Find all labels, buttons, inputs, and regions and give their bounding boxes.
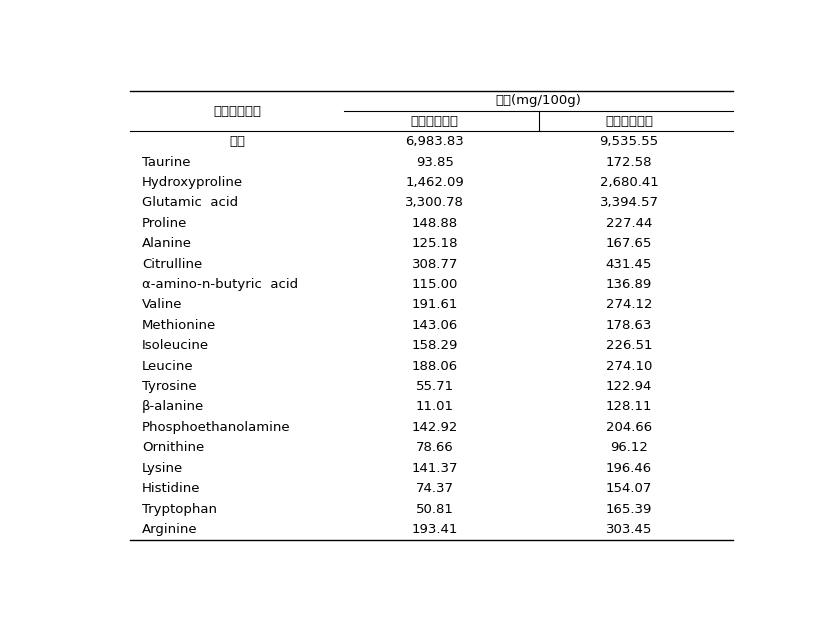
Text: 74.37: 74.37: [415, 482, 454, 495]
Text: Hydroxyproline: Hydroxyproline: [142, 176, 243, 189]
Text: Taurine: Taurine: [142, 155, 191, 168]
Text: 125.18: 125.18: [411, 237, 458, 251]
Text: Proline: Proline: [142, 217, 187, 230]
Text: 6,983.83: 6,983.83: [405, 135, 464, 148]
Text: 188.06: 188.06: [411, 360, 458, 373]
Text: Glutamic  acid: Glutamic acid: [142, 196, 238, 209]
Text: 3,394.57: 3,394.57: [599, 196, 659, 209]
Text: Phosphoethanolamine: Phosphoethanolamine: [142, 421, 291, 434]
Text: 143.06: 143.06: [411, 319, 458, 332]
Text: Ornithine: Ornithine: [142, 441, 204, 454]
Text: 122.94: 122.94: [606, 380, 652, 393]
Text: 78.66: 78.66: [415, 441, 454, 454]
Text: 93.85: 93.85: [415, 155, 454, 168]
Text: Tryptophan: Tryptophan: [142, 502, 217, 516]
Text: 일반멸치액젯: 일반멸치액젯: [410, 115, 459, 128]
Text: 속성멸치액젯: 속성멸치액젯: [605, 115, 653, 128]
Text: 148.88: 148.88: [411, 217, 458, 230]
Text: 9,535.55: 9,535.55: [599, 135, 659, 148]
Text: 227.44: 227.44: [606, 217, 652, 230]
Text: α-amino-n-butyric  acid: α-amino-n-butyric acid: [142, 278, 298, 291]
Text: β-alanine: β-alanine: [142, 400, 204, 413]
Text: 274.10: 274.10: [606, 360, 652, 373]
Text: 158.29: 158.29: [411, 339, 458, 352]
Text: 11.01: 11.01: [415, 400, 454, 413]
Text: 172.58: 172.58: [606, 155, 652, 168]
Text: 167.65: 167.65: [606, 237, 652, 251]
Text: 178.63: 178.63: [606, 319, 652, 332]
Text: 226.51: 226.51: [606, 339, 652, 352]
Text: 142.92: 142.92: [411, 421, 458, 434]
Text: 165.39: 165.39: [606, 502, 652, 516]
Text: 204.66: 204.66: [606, 421, 652, 434]
Text: 196.46: 196.46: [606, 462, 652, 474]
Text: 308.77: 308.77: [411, 258, 458, 271]
Text: 193.41: 193.41: [411, 523, 458, 536]
Text: 128.11: 128.11: [606, 400, 652, 413]
Text: 274.12: 274.12: [606, 299, 652, 312]
Text: Tyrosine: Tyrosine: [142, 380, 196, 393]
Text: 115.00: 115.00: [411, 278, 458, 291]
Text: Histidine: Histidine: [142, 482, 201, 495]
Text: 함량(mg/100g): 함량(mg/100g): [496, 94, 582, 107]
Text: 1,462.09: 1,462.09: [405, 176, 464, 189]
Text: 431.45: 431.45: [606, 258, 652, 271]
Text: Alanine: Alanine: [142, 237, 192, 251]
Text: Arginine: Arginine: [142, 523, 197, 536]
Text: Leucine: Leucine: [142, 360, 194, 373]
Text: 136.89: 136.89: [606, 278, 652, 291]
Text: 55.71: 55.71: [415, 380, 454, 393]
Text: 50.81: 50.81: [415, 502, 454, 516]
Text: Lysine: Lysine: [142, 462, 183, 474]
Text: 유리아미노산: 유리아미노산: [213, 104, 262, 118]
Text: 2,680.41: 2,680.41: [599, 176, 659, 189]
Text: 154.07: 154.07: [606, 482, 652, 495]
Text: 3,300.78: 3,300.78: [405, 196, 464, 209]
Text: Citrulline: Citrulline: [142, 258, 202, 271]
Text: Valine: Valine: [142, 299, 182, 312]
Text: 합계: 합계: [229, 135, 246, 148]
Text: Isoleucine: Isoleucine: [142, 339, 209, 352]
Text: 303.45: 303.45: [606, 523, 652, 536]
Text: 96.12: 96.12: [610, 441, 648, 454]
Text: Methionine: Methionine: [142, 319, 217, 332]
Text: 191.61: 191.61: [411, 299, 458, 312]
Text: 141.37: 141.37: [411, 462, 458, 474]
